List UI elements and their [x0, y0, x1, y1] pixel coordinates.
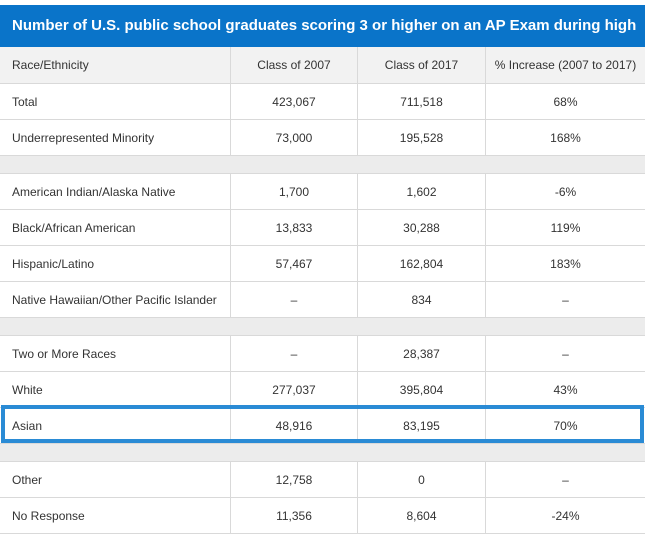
table-cell: 1,602: [357, 174, 485, 209]
table-cell: Hispanic/Latino: [12, 256, 95, 271]
table-cell: 162,804: [357, 246, 485, 281]
table-cell: 11,356: [230, 498, 357, 533]
table-cell: 395,804: [357, 372, 485, 407]
table-cell: 13,833: [230, 210, 357, 245]
table-row: Black/African American 13,833 30,288 119%: [0, 210, 645, 246]
table-cell: –: [230, 336, 357, 371]
table-cell: –: [485, 462, 645, 497]
table-cell: 0: [357, 462, 485, 497]
table-row: Underrepresented Minority 73,000 195,528 16…: [0, 120, 645, 156]
table-cell: Class of 2007: [230, 47, 357, 83]
table-title: Number of U.S. public school graduates s…: [0, 5, 645, 76]
table-cell: 183%: [485, 246, 645, 281]
separator-row: [0, 318, 645, 336]
table-cell: Asian: [12, 418, 43, 433]
table-cell: Class of 2017: [357, 47, 485, 83]
table-cell: 57,467: [230, 246, 357, 281]
table-cell: 8,604: [357, 498, 485, 533]
separator-row: [0, 156, 645, 174]
table-cell: No Response: [12, 508, 85, 523]
table-cell: 48,916: [230, 408, 357, 443]
table-cell: 68%: [485, 84, 645, 119]
table-cell: American Indian/Alaska Native: [12, 184, 176, 199]
table-row: Hispanic/Latino 57,467 162,804 183%: [0, 246, 645, 282]
table-row: Other 12,758 0–: [0, 462, 645, 498]
table-cell: Total: [12, 94, 38, 109]
table-cell: 119%: [485, 210, 645, 245]
table-cell: 711,518: [357, 84, 485, 119]
table-cell: -6%: [485, 174, 645, 209]
table-row: Total 423,067 711,518 68%: [0, 84, 645, 120]
table-row: American Indian/Alaska Native 1,700 1,602-…: [0, 174, 645, 210]
table-cell: Other: [12, 472, 43, 487]
table-cell: 423,067: [230, 84, 357, 119]
table-row: Native Hawaiian/Other Pacific Islander –8…: [0, 282, 645, 318]
table-cell: 83,195: [357, 408, 485, 443]
table-cell: 70%: [485, 408, 645, 443]
table-cell: 12,758: [230, 462, 357, 497]
header-row: Race/Ethnicity Class of 2007 Class of 2017…: [0, 47, 645, 84]
table-row: Two or More Races –28,387–: [0, 336, 645, 372]
table-row: Asian 48,916 83,195 70%: [0, 408, 645, 444]
table-cell: -24%: [485, 498, 645, 533]
table-cell: 834: [357, 282, 485, 317]
table-cell: –: [485, 282, 645, 317]
table-row: White 277,037 395,804 43%: [0, 372, 645, 408]
table-cell: Black/African American: [12, 220, 136, 235]
table-cell: 28,387: [357, 336, 485, 371]
table-cell: –: [230, 282, 357, 317]
table-cell: 43%: [485, 372, 645, 407]
table-cell: % Increase (2007 to 2017): [485, 47, 645, 83]
table-cell: 73,000: [230, 120, 357, 155]
table-cell: 30,288: [357, 210, 485, 245]
table-cell: Native Hawaiian/Other Pacific Islander: [12, 292, 217, 307]
table-cell: –: [485, 336, 645, 371]
table-cell: 277,037: [230, 372, 357, 407]
table-cell: 168%: [485, 120, 645, 155]
table-row: No Response 11,356 8,604 -24%: [0, 498, 645, 534]
table-cell: Underrepresented Minority: [12, 130, 155, 145]
table-cell: White: [12, 382, 43, 397]
table-cell: 1,700: [230, 174, 357, 209]
separator-row: [0, 444, 645, 462]
table-cell: Race/Ethnicity: [12, 58, 89, 72]
table-cell: Two or More Races: [12, 346, 117, 361]
table-cell: 195,528: [357, 120, 485, 155]
